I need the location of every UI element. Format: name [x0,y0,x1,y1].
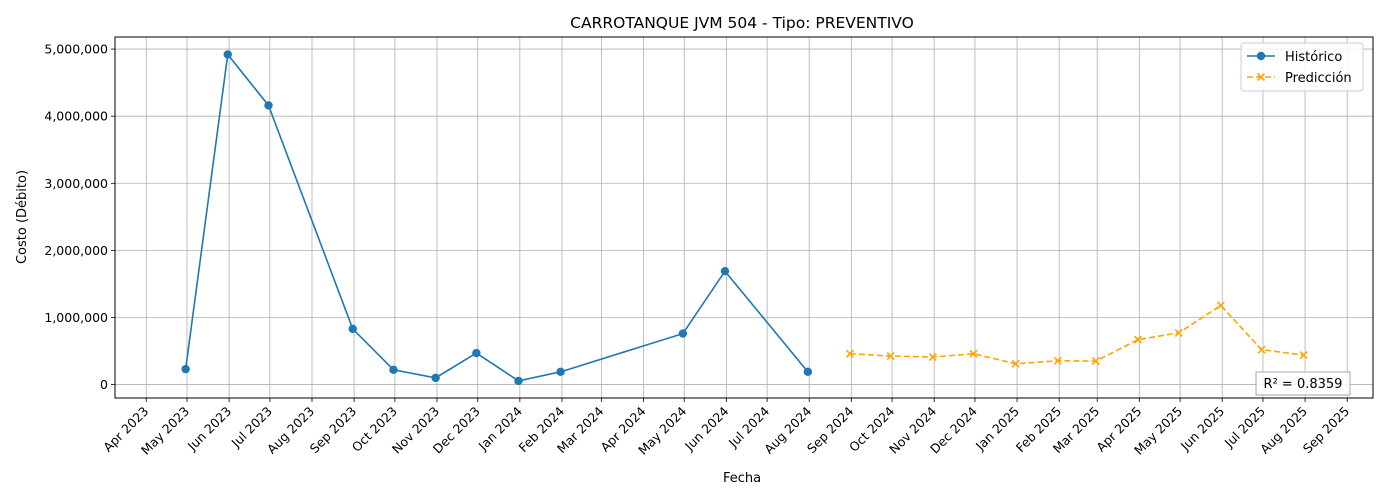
data-point-historico [223,50,232,59]
data-point-prediccion [845,349,855,358]
plot-frame [114,36,1374,399]
legend-label-historico: Histórico [1285,50,1342,65]
data-point-historico [389,365,398,375]
data-point-prediccion [1053,356,1062,365]
data-point-prediccion [1299,350,1308,360]
legend-box [1240,42,1364,92]
series-layer [181,50,1308,386]
data-point-historico [264,101,273,110]
series-line-historico [184,52,809,382]
x-axis-label: Fecha [723,471,761,486]
data-point-historico [514,376,523,386]
data-point-historico [678,329,688,338]
y-tick-label: 0 [100,377,108,392]
data-point-historico [348,324,357,334]
r2-annotation-box [1255,371,1351,396]
data-point-historico [472,348,481,358]
data-point-prediccion [1091,357,1100,366]
y-axis: 0 1,000,000 2,000,000 3,000,000 4,000,000 5,0… [44,42,115,392]
legend: Histórico Predicción [1240,42,1364,92]
data-point-prediccion [969,349,978,358]
legend-marker-prediccion [1256,72,1266,82]
data-point-prediccion [928,353,937,362]
data-point-prediccion [1216,301,1225,310]
data-point-historico [431,373,440,383]
data-point-historico [720,266,730,276]
y-tick-label: 2,000,000 [44,243,108,258]
data-point-prediccion [886,351,895,361]
series-line-prediccion [849,304,1304,365]
chart-title: CARROTANQUE JVM 504 - Tipo: PREVENTIVO [570,14,914,32]
r2-annotation: R² = 0.8359 [1255,371,1351,396]
r2-annotation-text: R² = 0.8359 [1264,377,1343,392]
y-tick-label: 4,000,000 [44,109,108,124]
data-point-historico [556,367,565,377]
y-axis-label: Costo (Débito) [15,170,30,264]
y-tick-label: 5,000,000 [44,42,108,57]
data-point-prediccion [1133,335,1143,344]
data-point-historico [181,364,190,374]
data-point-prediccion [1011,359,1020,368]
y-tick-label: 3,000,000 [44,176,108,191]
grid [115,37,1373,398]
data-point-historico [803,367,813,377]
legend-marker-historico [1256,51,1266,61]
y-tick-label: 1,000,000 [44,310,108,325]
legend-label-prediccion: Predicción [1285,71,1352,86]
data-point-prediccion [1257,345,1266,354]
data-point-prediccion [1174,328,1183,337]
